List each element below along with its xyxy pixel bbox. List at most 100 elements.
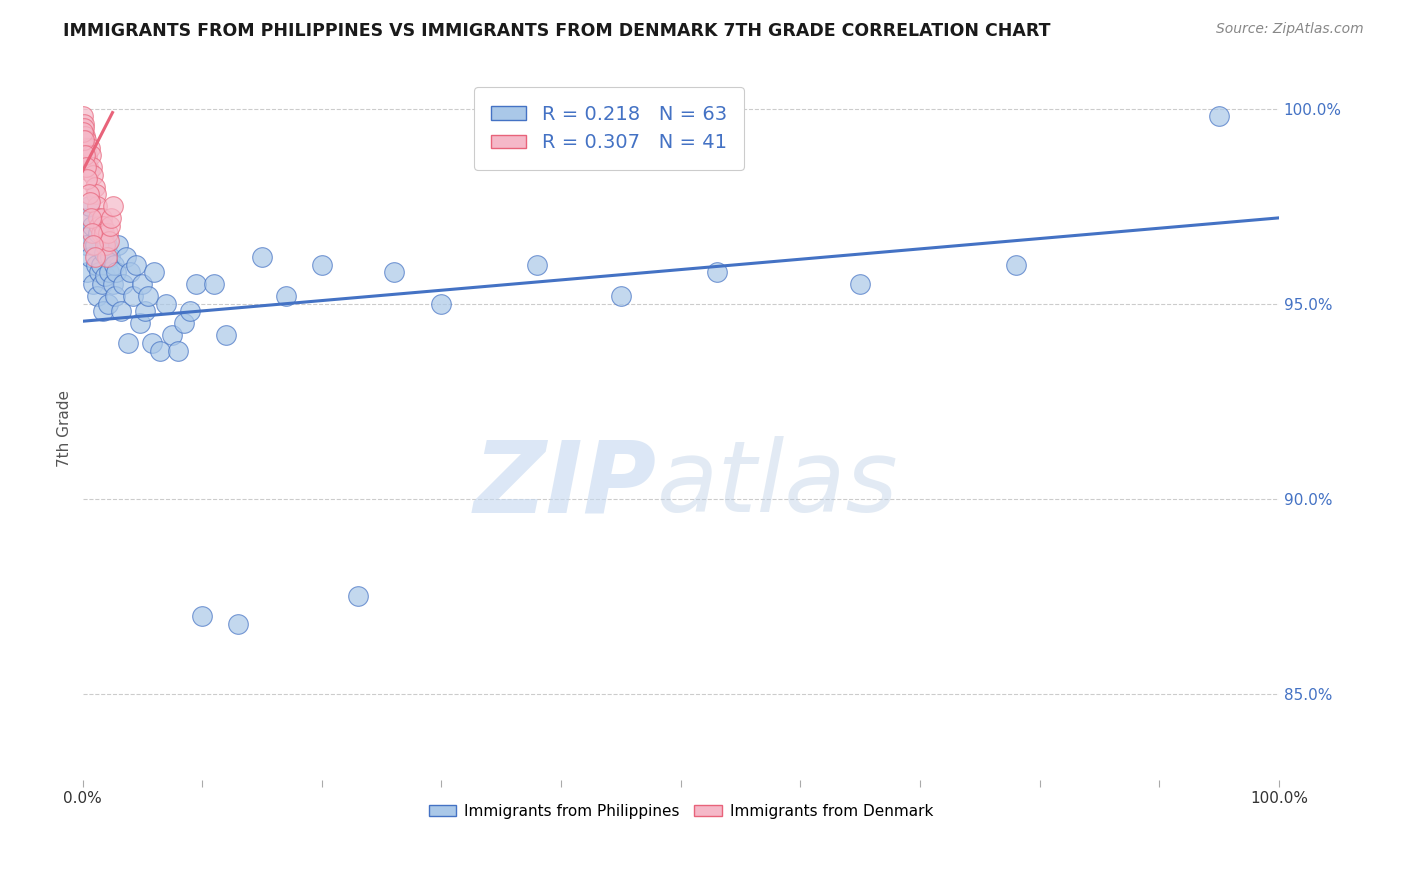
Point <box>82 238 104 252</box>
Point <box>131 277 153 292</box>
Point <box>1004 258 1026 272</box>
Point <box>83 238 105 252</box>
Point <box>91 304 114 318</box>
Point <box>167 343 190 358</box>
Point <box>93 246 115 260</box>
Point <box>93 227 115 241</box>
Point <box>82 219 104 233</box>
Point <box>87 227 110 241</box>
Point <box>86 289 108 303</box>
Point <box>129 316 152 330</box>
Point <box>76 265 98 279</box>
Point <box>76 153 98 167</box>
Point <box>80 148 103 162</box>
Point <box>101 199 124 213</box>
Point <box>94 269 117 284</box>
Point <box>87 211 110 225</box>
Point <box>125 258 148 272</box>
Point <box>96 250 118 264</box>
Point <box>73 133 96 147</box>
Point <box>89 219 111 233</box>
Point <box>430 296 453 310</box>
Point <box>706 265 728 279</box>
Point <box>83 179 105 194</box>
Point <box>97 296 120 310</box>
Point <box>162 327 184 342</box>
Point <box>110 304 132 318</box>
Point <box>112 277 135 292</box>
Point <box>311 258 333 272</box>
Point <box>610 289 633 303</box>
Point <box>73 148 96 162</box>
Point <box>155 296 177 310</box>
Point <box>82 277 104 292</box>
Point <box>73 117 96 131</box>
Point <box>72 110 94 124</box>
Point <box>121 289 143 303</box>
Point <box>73 121 96 136</box>
Point <box>89 265 111 279</box>
Text: atlas: atlas <box>657 436 898 533</box>
Point <box>226 616 249 631</box>
Point <box>94 238 117 252</box>
Point <box>83 250 105 264</box>
Point <box>101 277 124 292</box>
Point <box>75 141 97 155</box>
Text: IMMIGRANTS FROM PHILIPPINES VS IMMIGRANTS FROM DENMARK 7TH GRADE CORRELATION CHA: IMMIGRANTS FROM PHILIPPINES VS IMMIGRANT… <box>63 22 1050 40</box>
Point <box>82 227 104 241</box>
Point <box>77 160 100 174</box>
Point <box>98 219 121 233</box>
Point <box>173 316 195 330</box>
Y-axis label: 7th Grade: 7th Grade <box>58 390 72 467</box>
Point <box>79 141 101 155</box>
Point <box>76 172 98 186</box>
Point <box>75 238 97 252</box>
Point <box>80 211 103 225</box>
Point <box>84 187 107 202</box>
Point <box>90 211 112 225</box>
Point <box>82 160 104 174</box>
Point <box>179 304 201 318</box>
Point <box>98 250 121 264</box>
Point <box>97 234 120 248</box>
Point <box>274 289 297 303</box>
Point <box>149 343 172 358</box>
Point <box>75 160 97 174</box>
Point <box>104 289 127 303</box>
Point <box>79 250 101 264</box>
Legend: Immigrants from Philippines, Immigrants from Denmark: Immigrants from Philippines, Immigrants … <box>422 797 939 824</box>
Point <box>84 258 107 272</box>
Point <box>86 199 108 213</box>
Point <box>90 227 112 241</box>
Point <box>90 277 112 292</box>
Text: Source: ZipAtlas.com: Source: ZipAtlas.com <box>1216 22 1364 37</box>
Point <box>103 258 125 272</box>
Point <box>105 265 128 279</box>
Point <box>186 277 208 292</box>
Point <box>77 164 100 178</box>
Point <box>138 289 160 303</box>
Point <box>75 133 97 147</box>
Point <box>72 125 94 139</box>
Point <box>73 211 96 225</box>
Point <box>90 258 112 272</box>
Point <box>96 238 118 252</box>
Point <box>202 277 225 292</box>
Point <box>76 148 98 162</box>
Point <box>117 335 139 350</box>
Point <box>73 128 96 143</box>
Text: ZIP: ZIP <box>474 436 657 533</box>
Point <box>346 589 368 603</box>
Point <box>526 258 548 272</box>
Point <box>100 211 122 225</box>
Point <box>91 219 114 233</box>
Point <box>849 277 872 292</box>
Point <box>1208 110 1230 124</box>
Point <box>120 265 142 279</box>
Point <box>114 250 136 264</box>
Point <box>107 238 129 252</box>
Point <box>97 265 120 279</box>
Point <box>215 327 238 342</box>
Point <box>191 608 214 623</box>
Point <box>77 187 100 202</box>
